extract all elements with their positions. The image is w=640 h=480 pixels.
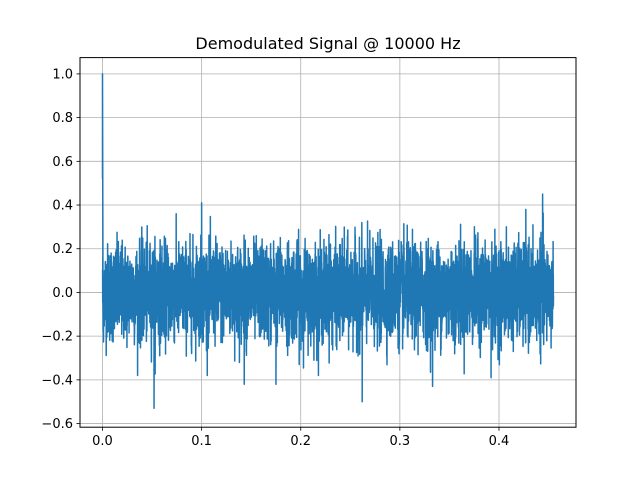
plot-area (101, 73, 555, 410)
ticks: 0.0 0.1 0.2 0.3 0.4 −0.6 −0.4 −0.2 0.0 0.2 0.4 0.6 0… (41, 67, 509, 449)
x-tick-label: 0.1 (191, 434, 212, 449)
y-tick-label: −0.2 (41, 330, 73, 345)
y-tick-label: 1.0 (52, 67, 73, 82)
y-tick-label: −0.6 (41, 417, 73, 432)
axes-frame (79, 57, 577, 428)
y-tick-label: −0.4 (41, 373, 73, 388)
y-tick-label: 0.8 (52, 111, 73, 126)
x-tick-label: 0.3 (390, 434, 411, 449)
chart-title: Demodulated Signal @ 10000 Hz (195, 34, 460, 53)
y-tick-label: 0.4 (52, 199, 73, 214)
signal-line (101, 73, 555, 410)
y-tick-label: 0.0 (52, 286, 73, 301)
x-tick-label: 0.2 (290, 434, 311, 449)
y-tick-label: 0.6 (52, 155, 73, 170)
x-tick-label: 0.4 (489, 434, 510, 449)
y-tick-label: 0.2 (52, 242, 73, 257)
x-tick-label: 0.0 (92, 434, 113, 449)
